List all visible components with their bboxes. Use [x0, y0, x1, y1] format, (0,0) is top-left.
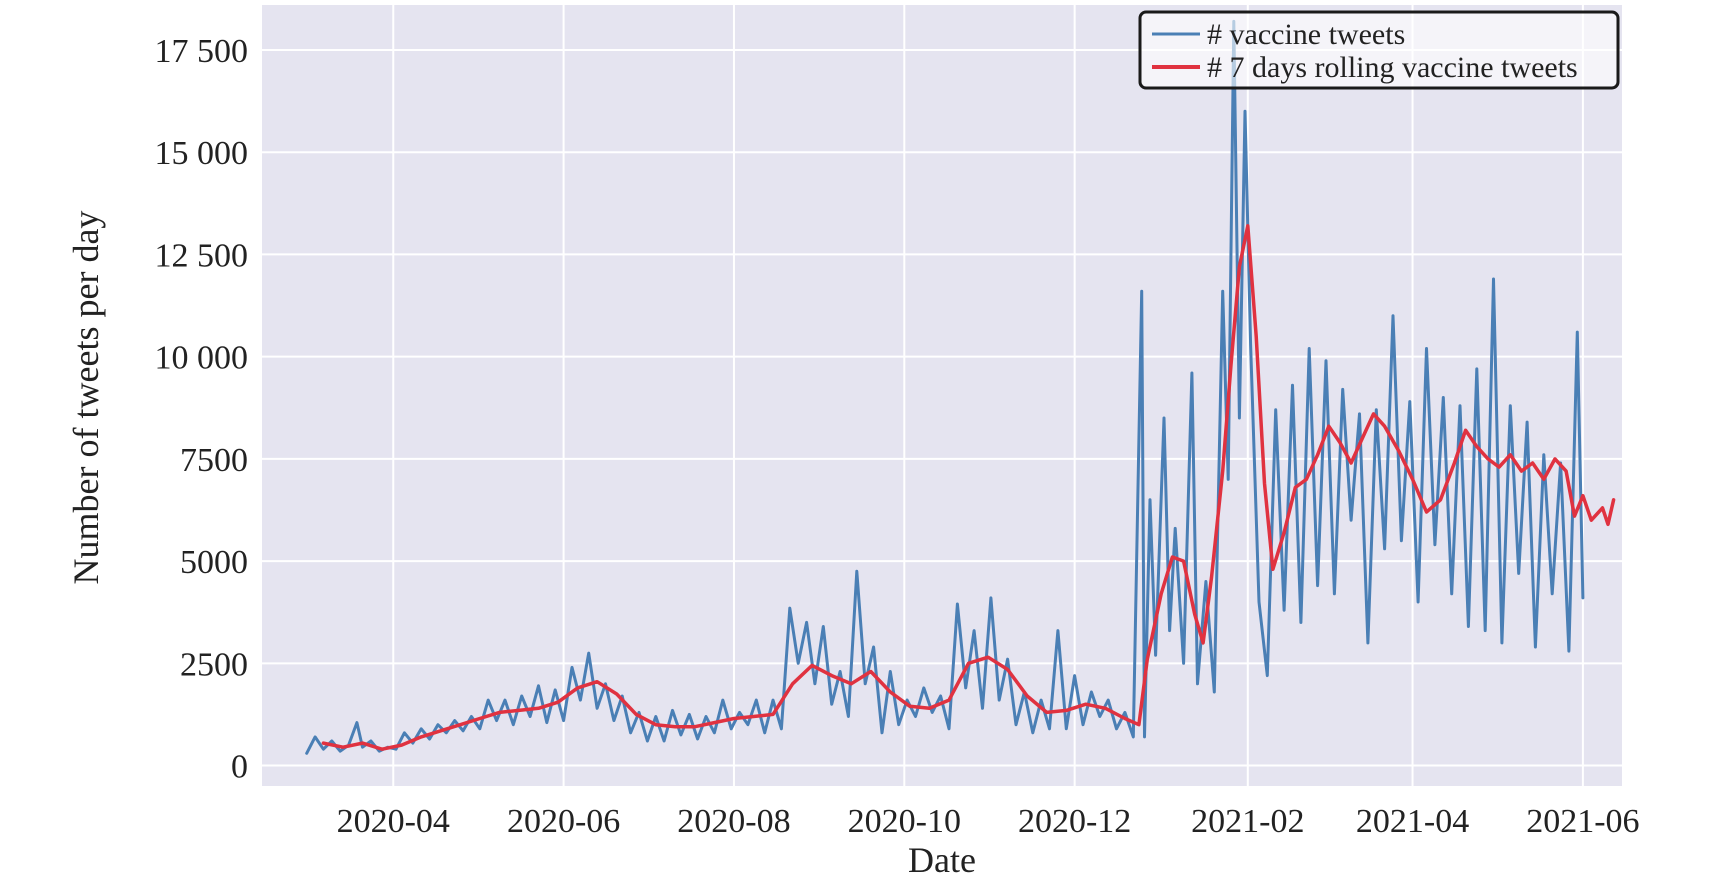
legend: # vaccine tweets # 7 days rolling vaccin…	[1138, 10, 1620, 90]
series-line-rolling-tweets	[321, 224, 1616, 751]
y-axis-title: Number of tweets per day	[66, 211, 106, 585]
y-tick-label: 15 000	[155, 135, 249, 172]
y-tick-label: 10 000	[155, 340, 249, 377]
x-tick-label: 2021-02	[1191, 803, 1304, 840]
legend-label-vaccine-tweets: # vaccine tweets	[1207, 18, 1405, 51]
y-tick-label: 0	[231, 749, 248, 786]
x-tick-label: 2020-06	[507, 803, 620, 840]
series-line-vaccine-tweets	[305, 19, 1585, 755]
x-tick-label: 2020-10	[848, 803, 961, 840]
x-axis-title: Date	[908, 840, 976, 880]
x-tick-label: 2021-04	[1356, 803, 1469, 840]
y-tick-label: 17 500	[155, 33, 249, 70]
x-tick-label: 2020-12	[1018, 803, 1131, 840]
plot-area	[262, 5, 1622, 786]
y-tick-label: 2500	[180, 646, 248, 683]
x-tick-label: 2020-04	[337, 803, 450, 840]
y-tick-label: 12 500	[155, 237, 249, 274]
y-tick-label: 5000	[180, 544, 248, 581]
x-tick-label: 2021-06	[1526, 803, 1639, 840]
y-tick-label: 7500	[180, 442, 248, 479]
legend-label-rolling-tweets: # 7 days rolling vaccine tweets	[1207, 51, 1578, 84]
x-tick-label: 2020-08	[677, 803, 790, 840]
series-lines	[305, 19, 1616, 755]
legend-box	[1138, 10, 1620, 90]
gridlines	[262, 5, 1622, 786]
x-tick-labels: 2020-04 2020-06 2020-08 2020-10 2020-12 2021-…	[337, 803, 1640, 840]
y-tick-labels: 0 2500 5000 7500 10 000 12 500 15 000 17 500	[155, 33, 249, 786]
